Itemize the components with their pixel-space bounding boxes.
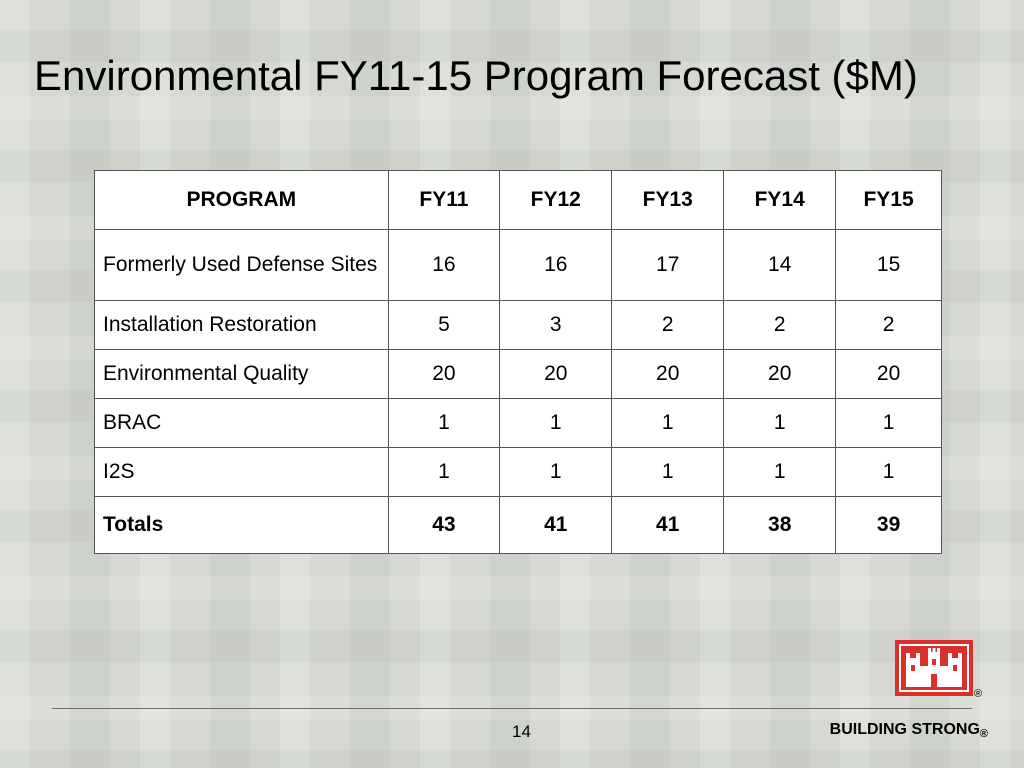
table-row: Installation Restoration 5 3 2 2 2	[94, 300, 942, 350]
header-program: PROGRAM	[94, 170, 389, 230]
table-header-row: PROGRAM FY11 FY12 FY13 FY14 FY15	[94, 170, 942, 230]
cell-value: 5	[387, 300, 501, 350]
total-value: 39	[835, 496, 942, 554]
cell-value: 1	[387, 398, 501, 448]
header-fy15: FY15	[835, 170, 942, 230]
cell-value: 1	[499, 447, 613, 497]
header-fy14: FY14	[723, 170, 837, 230]
totals-row: Totals 43 41 41 38 39	[94, 496, 942, 554]
cell-value: 2	[611, 300, 725, 350]
cell-value: 1	[835, 447, 942, 497]
cell-value: 20	[835, 349, 942, 399]
footer-divider	[52, 708, 972, 709]
program-name: Formerly Used Defense Sites	[94, 229, 389, 301]
cell-value: 1	[499, 398, 613, 448]
cell-value: 15	[835, 229, 942, 301]
logo-registered-mark: ®	[974, 688, 983, 700]
cell-value: 17	[611, 229, 725, 301]
page-number: 14	[512, 722, 531, 741]
header-fy11: FY11	[387, 170, 501, 230]
cell-value: 2	[835, 300, 942, 350]
totals-label: Totals	[94, 496, 389, 554]
total-value: 38	[723, 496, 837, 554]
table-row: I2S 1 1 1 1 1	[94, 447, 942, 497]
total-value: 41	[611, 496, 725, 554]
program-name: Environmental Quality	[94, 349, 389, 399]
cell-value: 1	[723, 398, 837, 448]
table-row: Formerly Used Defense Sites 16 16 17 14 …	[94, 229, 942, 301]
castle-icon	[895, 640, 973, 696]
cell-value: 2	[723, 300, 837, 350]
cell-value: 16	[499, 229, 613, 301]
cell-value: 1	[387, 447, 501, 497]
cell-value: 1	[611, 447, 725, 497]
cell-value: 16	[387, 229, 501, 301]
total-value: 43	[387, 496, 501, 554]
program-name: BRAC	[94, 398, 389, 448]
table-row: Environmental Quality 20 20 20 20 20	[94, 349, 942, 399]
table-row: BRAC 1 1 1 1 1	[94, 398, 942, 448]
cell-value: 1	[723, 447, 837, 497]
total-value: 41	[499, 496, 613, 554]
cell-value: 14	[723, 229, 837, 301]
header-fy12: FY12	[499, 170, 613, 230]
footer-brand-text: BUILDING STRONG	[829, 721, 980, 738]
footer-brand: BUILDING STRONG®	[830, 721, 988, 740]
cell-value: 20	[611, 349, 725, 399]
cell-value: 3	[499, 300, 613, 350]
footer-registered-mark: ®	[979, 728, 988, 740]
slide-title: Environmental FY11-15 Program Forecast (…	[34, 52, 918, 99]
program-name: Installation Restoration	[94, 300, 389, 350]
cell-value: 20	[723, 349, 837, 399]
header-fy13: FY13	[611, 170, 725, 230]
forecast-table: PROGRAM FY11 FY12 FY13 FY14 FY15 Formerl…	[94, 170, 942, 554]
cell-value: 1	[611, 398, 725, 448]
cell-value: 20	[499, 349, 613, 399]
program-name: I2S	[94, 447, 389, 497]
cell-value: 20	[387, 349, 501, 399]
cell-value: 1	[835, 398, 942, 448]
